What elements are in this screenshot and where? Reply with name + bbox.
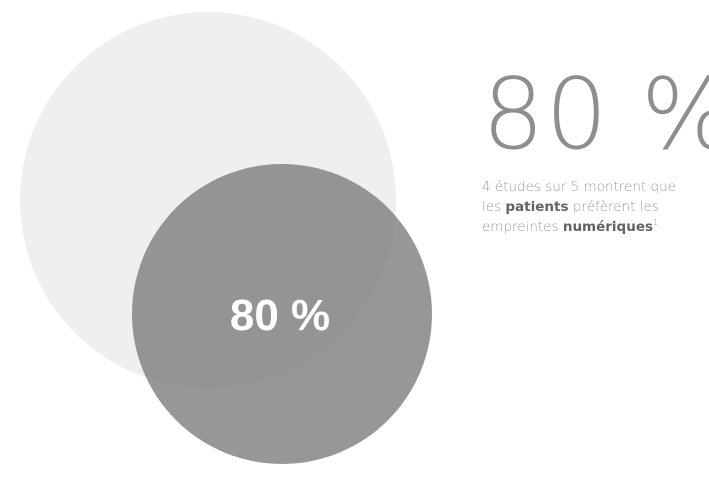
stat-value: 80 % <box>482 58 709 172</box>
caption-patients: patients <box>505 199 569 215</box>
caption-line-2: les patients préfèrent les <box>482 197 707 217</box>
overlap-label: 80 % <box>230 291 330 340</box>
caption-line-1: 4 études sur 5 montrent que <box>482 179 676 195</box>
footnote-marker: 1 <box>653 218 659 227</box>
caption-text-les: les <box>482 199 502 215</box>
caption-text-empreintes: empreintes <box>482 219 559 235</box>
inner-circle <box>132 164 432 464</box>
stat-caption: 4 études sur 5 montrent que les patients… <box>482 177 707 237</box>
caption-text-preferent: préfèrent les <box>572 199 659 215</box>
caption-numeriques: numériques <box>562 219 654 235</box>
caption-line-3: empreintes numériques1 <box>482 217 707 237</box>
